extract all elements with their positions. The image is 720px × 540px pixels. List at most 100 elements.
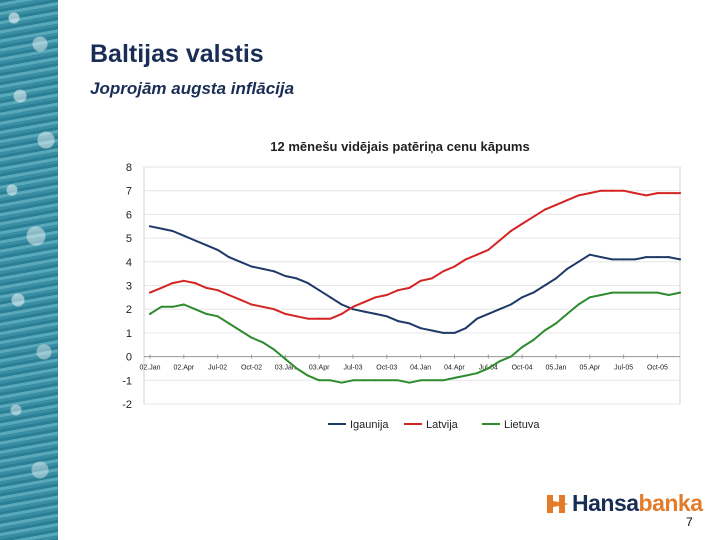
data-point-latvija bbox=[160, 286, 163, 289]
legend-label-lietuva: Lietuva bbox=[504, 419, 540, 431]
data-point-latvija bbox=[543, 208, 546, 211]
data-point-latvija bbox=[588, 192, 591, 195]
data-point-latvija bbox=[284, 312, 287, 315]
series-line-latvija bbox=[149, 189, 681, 320]
data-point-latvija bbox=[306, 317, 309, 320]
data-point-latvija bbox=[216, 289, 219, 292]
x-tick-label: Oct-05 bbox=[647, 365, 668, 372]
x-tick-label: Jul-02 bbox=[208, 365, 227, 372]
data-point-igaunija bbox=[577, 260, 580, 263]
data-point-lietuva bbox=[498, 360, 501, 363]
y-tick-label: 4 bbox=[126, 257, 132, 269]
x-tick-label: 05.Jan bbox=[545, 365, 566, 372]
data-point-latvija bbox=[149, 291, 151, 294]
data-point-latvija bbox=[453, 265, 456, 268]
data-point-lietuva bbox=[397, 379, 400, 382]
data-point-lietuva bbox=[543, 329, 546, 332]
data-point-latvija bbox=[239, 298, 242, 301]
data-point-igaunija bbox=[656, 256, 659, 259]
data-point-latvija bbox=[363, 301, 366, 304]
data-point-latvija bbox=[656, 192, 659, 195]
data-point-lietuva bbox=[611, 291, 614, 294]
data-point-lietuva bbox=[656, 291, 659, 294]
series-line-lietuva bbox=[149, 291, 681, 384]
data-point-lietuva bbox=[487, 367, 490, 370]
y-tick-label: 8 bbox=[126, 162, 132, 174]
data-point-igaunija bbox=[633, 258, 636, 261]
data-point-igaunija bbox=[261, 267, 264, 270]
data-point-lietuva bbox=[476, 372, 479, 375]
data-point-igaunija bbox=[205, 244, 208, 247]
data-point-latvija bbox=[611, 189, 614, 192]
data-point-lietuva bbox=[284, 357, 287, 360]
data-point-lietuva bbox=[430, 379, 433, 382]
data-point-igaunija bbox=[306, 282, 309, 285]
data-point-igaunija bbox=[182, 234, 185, 237]
data-point-igaunija bbox=[160, 227, 163, 230]
data-point-lietuva bbox=[464, 374, 467, 377]
page-number: 7 bbox=[686, 515, 693, 529]
data-point-latvija bbox=[261, 305, 264, 308]
data-point-lietuva bbox=[453, 376, 456, 379]
data-point-lietuva bbox=[622, 291, 625, 294]
data-point-igaunija bbox=[645, 256, 648, 259]
data-point-igaunija bbox=[554, 277, 557, 280]
legend-label-igaunija: Igaunija bbox=[350, 419, 389, 431]
data-point-latvija bbox=[464, 258, 467, 261]
data-point-latvija bbox=[182, 279, 185, 282]
x-tick-label: Jul-03 bbox=[343, 365, 362, 372]
data-point-igaunija bbox=[600, 256, 603, 259]
data-point-igaunija bbox=[363, 310, 366, 313]
data-point-igaunija bbox=[667, 256, 670, 259]
data-point-igaunija bbox=[487, 312, 490, 315]
data-point-lietuva bbox=[566, 312, 569, 315]
data-point-lietuva bbox=[273, 348, 276, 351]
data-point-lietuva bbox=[633, 291, 636, 294]
data-point-latvija bbox=[532, 215, 535, 218]
data-point-lietuva bbox=[554, 322, 557, 325]
data-point-latvija bbox=[645, 194, 648, 197]
data-point-latvija bbox=[194, 282, 197, 285]
data-point-igaunija bbox=[171, 229, 174, 232]
x-tick-label: Oct-03 bbox=[376, 365, 397, 372]
data-point-latvija bbox=[250, 303, 253, 306]
data-point-latvija bbox=[205, 286, 208, 289]
data-point-igaunija bbox=[419, 327, 422, 330]
x-tick-label: Oct-04 bbox=[512, 365, 533, 372]
data-point-igaunija bbox=[351, 308, 354, 311]
data-point-igaunija bbox=[295, 277, 298, 280]
data-point-igaunija bbox=[250, 265, 253, 268]
y-tick-label: 1 bbox=[126, 328, 132, 340]
data-point-latvija bbox=[554, 203, 557, 206]
hansabanka-logo: Hansabanka bbox=[547, 490, 703, 517]
data-point-lietuva bbox=[216, 315, 219, 318]
data-point-latvija bbox=[476, 253, 479, 256]
data-point-igaunija bbox=[194, 239, 197, 242]
legend-label-latvija: Latvija bbox=[426, 419, 459, 431]
data-point-igaunija bbox=[464, 327, 467, 330]
hansabanka-logo-icon bbox=[547, 494, 569, 513]
data-point-latvija bbox=[408, 286, 411, 289]
data-point-latvija bbox=[487, 248, 490, 251]
data-point-lietuva bbox=[149, 312, 151, 315]
data-point-igaunija bbox=[566, 267, 569, 270]
data-point-latvija bbox=[577, 194, 580, 197]
data-point-lietuva bbox=[442, 379, 445, 382]
slide-title: Baltijas valstis bbox=[90, 40, 264, 68]
data-point-lietuva bbox=[250, 336, 253, 339]
data-point-igaunija bbox=[227, 256, 230, 259]
x-tick-label: 03.Apr bbox=[309, 365, 330, 372]
data-point-igaunija bbox=[216, 248, 219, 251]
data-point-lietuva bbox=[227, 322, 230, 325]
x-tick-label: 03.Jan bbox=[275, 365, 296, 372]
series-igaunija bbox=[149, 225, 681, 334]
data-point-latvija bbox=[430, 277, 433, 280]
y-tick-label: -1 bbox=[122, 375, 132, 387]
x-tick-label: 02.Apr bbox=[174, 365, 195, 372]
data-point-latvija bbox=[679, 192, 681, 195]
logo-text-banka: banka bbox=[638, 490, 703, 516]
data-point-igaunija bbox=[611, 258, 614, 261]
data-point-latvija bbox=[397, 289, 400, 292]
data-point-latvija bbox=[600, 189, 603, 192]
y-tick-label: 6 bbox=[126, 209, 132, 221]
